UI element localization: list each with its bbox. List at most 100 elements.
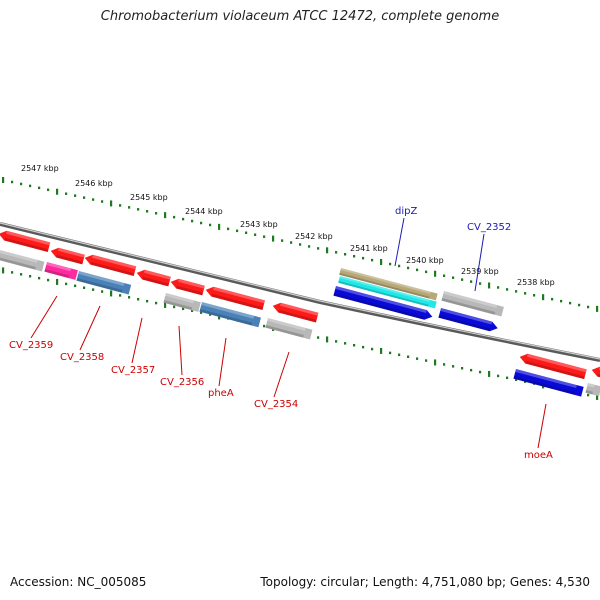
gene-label: dipZ bbox=[395, 206, 417, 217]
outer-tick bbox=[515, 290, 518, 293]
gene-label: moeA bbox=[524, 450, 553, 461]
outer-tick bbox=[254, 233, 257, 236]
gene-block-red bbox=[272, 302, 319, 323]
gene-block-olive bbox=[339, 268, 438, 301]
inner-tick bbox=[389, 351, 392, 355]
inner-tick bbox=[101, 290, 104, 293]
label-leader-line bbox=[474, 233, 485, 292]
inner-tick bbox=[110, 290, 113, 297]
inner-tick bbox=[371, 347, 374, 351]
outer-tick bbox=[200, 221, 203, 225]
gene-label: CV_2352 bbox=[467, 222, 511, 233]
inner-tick bbox=[596, 393, 599, 400]
outer-tick bbox=[101, 200, 104, 203]
gene-block-grey bbox=[585, 383, 600, 397]
label-leader-line bbox=[394, 217, 405, 267]
outer-tick bbox=[578, 303, 581, 307]
kbp-tick-label: 2545 kbp bbox=[130, 193, 168, 202]
gene-block-grey bbox=[441, 291, 504, 317]
inner-tick bbox=[479, 370, 482, 374]
gene-block-red bbox=[519, 353, 587, 380]
outer-tick bbox=[587, 305, 590, 309]
label-leader-line bbox=[79, 305, 101, 351]
inner-tick bbox=[146, 299, 149, 303]
inner-tick bbox=[407, 355, 410, 358]
label-leader-line bbox=[131, 317, 143, 364]
kbp-tick-label: 2541 kbp bbox=[350, 244, 388, 253]
inner-tick bbox=[416, 357, 419, 360]
inner-tick bbox=[326, 336, 329, 343]
gene-block-blue bbox=[438, 308, 498, 332]
outer-tick bbox=[371, 258, 374, 262]
outer-tick bbox=[20, 182, 23, 186]
inner-tick bbox=[353, 343, 356, 347]
inner-tick bbox=[128, 296, 131, 299]
inner-tick bbox=[11, 271, 14, 274]
inner-tick bbox=[74, 284, 77, 288]
inner-tick bbox=[317, 336, 320, 339]
gene-block-cyan bbox=[338, 276, 437, 309]
inner-tick bbox=[92, 288, 95, 291]
outer-tick bbox=[110, 200, 113, 207]
gene-block-grey bbox=[163, 293, 201, 312]
outer-tick bbox=[596, 305, 599, 312]
label-leader-line bbox=[30, 295, 58, 339]
outer-tick bbox=[533, 294, 536, 297]
inner-tick bbox=[434, 359, 437, 366]
outer-tick bbox=[479, 282, 482, 285]
label-leader-line bbox=[178, 325, 183, 376]
inner-tick bbox=[155, 301, 158, 305]
accession-text: Accession: NC_005085 bbox=[10, 575, 147, 589]
inner-tick bbox=[173, 305, 176, 309]
inner-tick bbox=[56, 278, 59, 285]
outer-tick bbox=[137, 208, 140, 211]
gene-block-red bbox=[591, 366, 600, 378]
inner-tick bbox=[263, 324, 266, 328]
inner-tick bbox=[191, 309, 194, 312]
gene-label: pheA bbox=[208, 388, 234, 399]
outer-tick bbox=[380, 259, 383, 266]
gene-label: CV_2359 bbox=[9, 340, 53, 351]
outer-tick bbox=[389, 262, 392, 266]
outer-tick bbox=[488, 282, 491, 289]
outer-tick bbox=[173, 215, 176, 219]
outer-tick bbox=[353, 254, 356, 258]
inner-tick bbox=[506, 376, 509, 380]
outer-tick bbox=[497, 286, 500, 289]
inner-tick bbox=[443, 363, 446, 366]
gene-block-red bbox=[84, 254, 137, 276]
outer-tick bbox=[344, 253, 347, 256]
outer-tick bbox=[290, 241, 293, 244]
outer-tick bbox=[74, 194, 77, 197]
gene-block-grey bbox=[0, 250, 45, 272]
outer-tick bbox=[209, 223, 212, 227]
outer-tick bbox=[146, 210, 149, 213]
outer-tick bbox=[164, 212, 167, 219]
kbp-tick-label: 2538 kbp bbox=[517, 278, 555, 287]
outer-tick bbox=[542, 294, 545, 301]
outer-tick bbox=[128, 206, 131, 209]
outer-tick bbox=[236, 229, 239, 233]
gene-block-steel bbox=[199, 302, 261, 328]
outer-tick bbox=[11, 180, 14, 184]
kbp-tick-label: 2546 kbp bbox=[75, 179, 113, 188]
gene-label: CV_2356 bbox=[160, 377, 204, 388]
inner-tick bbox=[488, 370, 491, 377]
gene-block-grey bbox=[265, 318, 313, 340]
outer-tick bbox=[281, 239, 284, 242]
outer-tick bbox=[155, 212, 158, 215]
outer-tick bbox=[470, 280, 473, 283]
outer-tick bbox=[524, 292, 527, 295]
label-leader-line bbox=[273, 351, 290, 398]
gene-block-red bbox=[50, 247, 85, 265]
outer-tick bbox=[326, 247, 329, 254]
outer-tick bbox=[569, 301, 572, 305]
chromosome-backbone bbox=[0, 222, 600, 362]
outer-tick bbox=[551, 297, 554, 301]
kbp-tick-label: 2547 kbp bbox=[21, 164, 59, 173]
genome-summary-text: Topology: circular; Length: 4,751,080 bp… bbox=[260, 575, 590, 589]
gene-block-red bbox=[205, 286, 265, 311]
inner-tick bbox=[182, 307, 185, 311]
outer-tick bbox=[191, 219, 194, 223]
